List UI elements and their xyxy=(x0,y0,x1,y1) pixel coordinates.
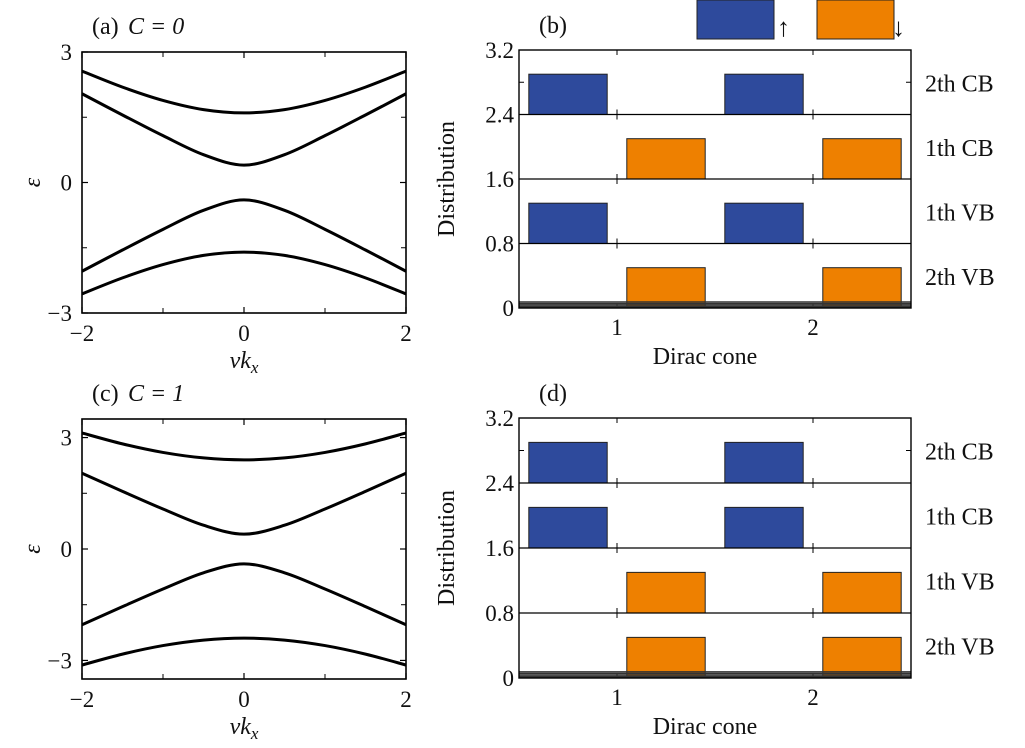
legend-swatch-spin-up xyxy=(696,0,775,40)
y-tick-label: 0 xyxy=(61,171,73,196)
y-axis-label: Distribution xyxy=(434,490,460,606)
legend-label-spin-up: ↑ xyxy=(777,13,790,42)
y-axis-label: ε xyxy=(20,177,46,187)
bar-1th-vb-spin-down xyxy=(626,571,706,614)
bar-2th-cb-spin-up xyxy=(528,441,608,484)
band-label: 1th VB xyxy=(925,570,995,596)
y-tick-label: 2.4 xyxy=(485,471,514,496)
panel-label: (a) xyxy=(92,14,119,40)
panel-title: C = 1 xyxy=(128,381,184,407)
band-label: 1th CB xyxy=(925,505,994,531)
y-tick-label: 0.8 xyxy=(485,232,514,257)
bar-2th-cb-spin-up xyxy=(724,73,804,115)
y-tick-label: 3.2 xyxy=(485,406,514,431)
plot-frame xyxy=(518,417,912,679)
bar-1th-vb-spin-down xyxy=(822,571,902,614)
panel-c: −2 0 2 3 0 −3 (c) C = 1 vkx ε xyxy=(20,381,412,743)
band-line-1th-cb xyxy=(81,92,407,167)
band-label: 2th VB xyxy=(925,635,995,661)
panel-label: (d) xyxy=(539,381,567,407)
panel-label: (c) xyxy=(92,381,119,407)
y-tick-label: −3 xyxy=(48,301,72,326)
x-tick-label: 1 xyxy=(611,685,623,710)
bar-1th-cb-spin-up xyxy=(528,506,608,549)
band-label: 2th CB xyxy=(925,440,994,466)
band-line-1th-vb xyxy=(81,562,407,627)
y-tick-label: 0 xyxy=(503,666,515,691)
y-tick-label: −3 xyxy=(48,648,72,673)
x-axis-label: Dirac cone xyxy=(653,344,758,370)
bar-1th-vb-spin-up xyxy=(724,202,804,244)
bar-2th-cb-spin-up xyxy=(724,441,804,484)
panel-label: (b) xyxy=(539,13,567,39)
y-tick-label: 3 xyxy=(61,426,73,451)
y-tick-label: 1.6 xyxy=(485,167,514,192)
x-tick-label: 2 xyxy=(400,687,412,712)
bar-1th-cb-spin-up xyxy=(724,506,804,549)
plot-frame xyxy=(81,418,407,680)
x-tick-label: 0 xyxy=(238,687,250,712)
bar-2th-cb-spin-up xyxy=(528,73,608,115)
x-tick-label: 0 xyxy=(238,321,250,346)
x-tick-label: 2 xyxy=(807,685,819,710)
panel-d: 2th CB 1th CB 1th VB 2th VB 1 2 0 0.8 1.6 2.4 3.2 (… xyxy=(434,381,995,740)
band-line-2th-vb xyxy=(81,250,407,296)
panel-b: 2th CB 1th CB 1th VB 2th VB 1 2 0 0.8 1.6 2.4 3.2 (… xyxy=(434,13,995,370)
x-axis-label: Dirac cone xyxy=(653,714,758,740)
band-label: 2th CB xyxy=(925,71,994,97)
legend: ↑ ↓ xyxy=(696,0,905,42)
y-tick-label: 1.6 xyxy=(485,536,514,561)
legend-swatch-spin-down xyxy=(816,0,895,40)
band-label: 1th CB xyxy=(925,136,994,162)
y-axis-label: ε xyxy=(20,544,46,554)
panel-a: −2 0 2 3 0 −3 (a) C = 0 vkx ε xyxy=(20,14,412,377)
x-tick-label: −2 xyxy=(70,321,94,346)
bar-1th-cb-spin-down xyxy=(822,138,902,180)
band-line-2th-cb xyxy=(81,431,407,462)
band-label: 2th VB xyxy=(925,265,995,291)
legend-label-spin-down: ↓ xyxy=(892,13,905,42)
y-tick-label: 2.4 xyxy=(485,103,514,128)
x-tick-label: 1 xyxy=(611,315,623,340)
band-line-2th-cb xyxy=(81,69,407,115)
y-tick-label: 0 xyxy=(61,537,73,562)
x-tick-label: 2 xyxy=(400,321,412,346)
y-tick-label: 0.8 xyxy=(485,601,514,626)
x-axis-label: vkx xyxy=(230,714,259,743)
band-label: 1th VB xyxy=(925,200,995,226)
band-line-1th-cb xyxy=(81,471,407,536)
y-tick-label: 3 xyxy=(61,40,73,65)
band-line-2th-vb xyxy=(81,636,407,667)
x-axis-label: vkx xyxy=(230,348,259,377)
band-line-1th-vb xyxy=(81,198,407,273)
bar-1th-cb-spin-down xyxy=(626,138,706,180)
plot-frame xyxy=(518,49,912,309)
x-tick-label: 2 xyxy=(807,315,819,340)
x-tick-label: −2 xyxy=(70,687,94,712)
panel-title: C = 0 xyxy=(128,14,184,40)
y-tick-label: 3.2 xyxy=(485,38,514,63)
bar-1th-vb-spin-up xyxy=(528,202,608,244)
y-axis-label: Distribution xyxy=(434,121,460,237)
y-tick-label: 0 xyxy=(503,296,515,321)
